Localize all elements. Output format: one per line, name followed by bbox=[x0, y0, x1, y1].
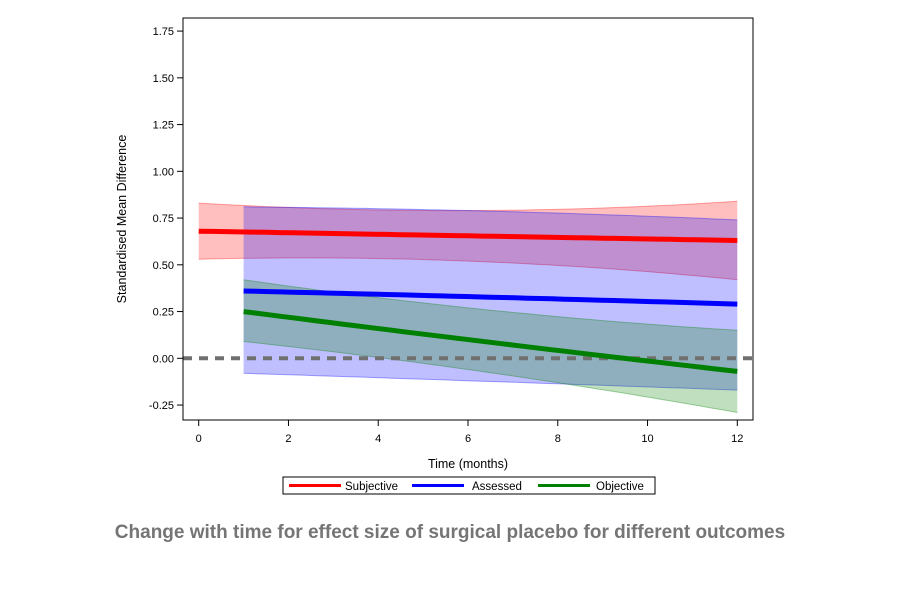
legend-label-objective: Objective bbox=[596, 481, 644, 493]
x-tick-label: 2 bbox=[285, 433, 291, 445]
x-axis: 0 2 4 6 8 10 12 bbox=[196, 420, 743, 445]
x-tick-label: 8 bbox=[555, 433, 561, 445]
band-subjective bbox=[198, 201, 738, 280]
series-line-assessed bbox=[243, 288, 738, 307]
y-tick-label: 0.75 bbox=[153, 213, 174, 225]
chart-figure: -0.25 0.00 0.25 0.50 0.75 1.00 1.25 1.50 1.75 0 2… bbox=[115, 17, 754, 495]
legend: Subjective Assessed Objective bbox=[282, 476, 656, 495]
band-upper-edge-subjective bbox=[198, 200, 738, 212]
y-tick-label: 1.25 bbox=[153, 120, 174, 132]
series-line-objective bbox=[243, 309, 738, 374]
y-axis-title: Standardised Mean Difference bbox=[115, 135, 129, 304]
legend-label-assessed: Assessed bbox=[472, 481, 522, 493]
band-objective bbox=[243, 279, 738, 413]
band-lower-edge-assessed bbox=[243, 372, 738, 391]
y-tick-label: 1.75 bbox=[153, 26, 174, 38]
legend-box bbox=[282, 476, 656, 495]
y-tick-label: 0.25 bbox=[153, 307, 174, 319]
band-upper-edge-assessed bbox=[243, 206, 738, 221]
legend-label-subjective: Subjective bbox=[345, 481, 398, 493]
y-tick-label: 0.50 bbox=[153, 260, 174, 272]
x-tick-label: 10 bbox=[641, 433, 653, 445]
y-axis: -0.25 0.00 0.25 0.50 0.75 1.00 1.25 1.50 1.75 bbox=[149, 26, 183, 412]
band-lower-edge-subjective bbox=[198, 257, 738, 281]
series-line-subjective bbox=[198, 228, 738, 243]
x-tick-label: 0 bbox=[196, 433, 202, 445]
x-tick-label: 4 bbox=[375, 433, 381, 445]
series-lines bbox=[198, 228, 738, 374]
y-tick-label: 0.00 bbox=[153, 353, 174, 365]
y-tick-label: 1.00 bbox=[153, 166, 174, 178]
x-axis-title: Time (months) bbox=[428, 457, 508, 471]
x-tick-label: 6 bbox=[465, 433, 471, 445]
band-lower-edge-objective bbox=[243, 341, 738, 413]
x-tick-label: 12 bbox=[731, 433, 743, 445]
y-tick-label: 1.50 bbox=[153, 73, 174, 85]
y-tick-label: -0.25 bbox=[149, 400, 174, 412]
figure-caption: Change with time for effect size of surg… bbox=[114, 522, 786, 543]
